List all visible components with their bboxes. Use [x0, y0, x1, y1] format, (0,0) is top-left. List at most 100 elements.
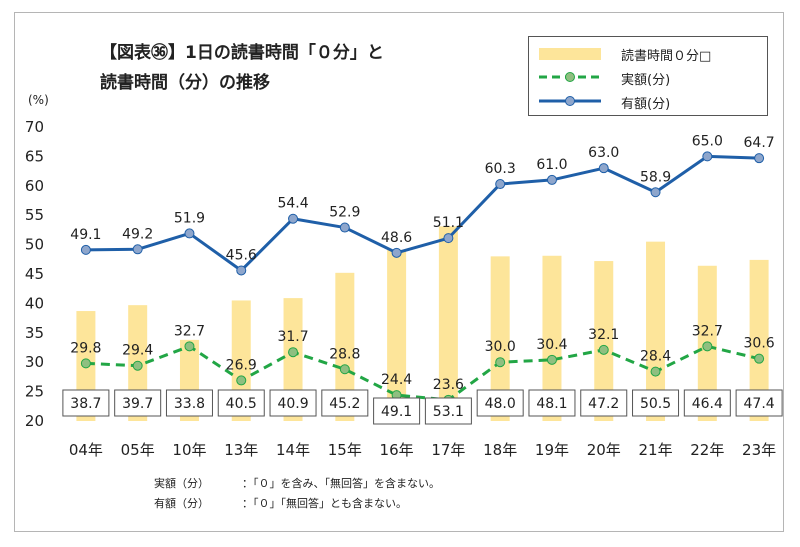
x-tick-label: 22年	[690, 441, 724, 459]
bar-value-label: 53.1	[433, 404, 464, 420]
legend: 読書時間０分□ 実額(分) 有額(分)	[528, 36, 768, 116]
jitsugaku-data-label: 24.4	[381, 372, 412, 388]
yugaku-point	[236, 265, 247, 276]
yugaku-data-label: 48.6	[381, 230, 412, 246]
y-tick-label: 20	[25, 412, 44, 430]
x-tick-label: 15年	[328, 441, 362, 459]
yugaku-data-label: 51.9	[174, 210, 205, 226]
bar	[387, 249, 407, 421]
y-tick-label: 70	[25, 118, 44, 136]
bar	[749, 259, 769, 421]
jitsugaku-point	[236, 375, 247, 386]
bar-value-box	[528, 389, 576, 417]
y-tick-label: 45	[25, 265, 44, 283]
footnote-jitsugaku: 実額（分） ：「０」を含み、「無回答」を含まない。	[154, 475, 440, 491]
x-tick-label: 05年	[121, 441, 155, 459]
legend-item-jitsugaku: 実額(分)	[529, 67, 767, 88]
legend-item-yugaku: 有額(分)	[529, 91, 767, 112]
bar-value-box	[735, 389, 783, 417]
y-tick-label: 55	[25, 206, 44, 224]
x-tick-label: 16年	[380, 441, 414, 459]
jitsugaku-data-label: 28.4	[640, 349, 671, 365]
bar-value-label: 46.4	[692, 396, 723, 412]
bar	[646, 241, 666, 421]
x-tick-label: 20年	[587, 441, 621, 459]
footnote-label: 実額（分）	[154, 477, 209, 490]
y-tick-label: 40	[25, 294, 44, 312]
x-tick-label: 23年	[742, 441, 776, 459]
jitsugaku-point	[80, 358, 91, 369]
yugaku-data-label: 60.3	[485, 161, 516, 177]
bar-value-label: 50.5	[640, 396, 671, 412]
yugaku-point	[132, 244, 143, 255]
yugaku-data-label: 49.1	[70, 227, 101, 243]
bar-value-box	[217, 389, 265, 417]
bar-value-label: 47.2	[588, 396, 619, 412]
yugaku-data-label: 61.0	[536, 157, 567, 173]
bar-value-label: 38.7	[70, 396, 101, 412]
chart-frame	[14, 12, 784, 532]
bar	[438, 226, 458, 421]
yugaku-series-line	[85, 154, 760, 272]
bar-value-box	[476, 389, 524, 417]
bar-value-label: 39.7	[122, 396, 153, 412]
x-tick-label: 13年	[224, 441, 258, 459]
yugaku-point	[650, 187, 661, 198]
yugaku-point	[754, 153, 765, 164]
y-tick-label: 60	[25, 177, 44, 195]
yugaku-data-label: 52.9	[329, 205, 360, 221]
bar-value-label: 49.1	[381, 404, 412, 420]
yugaku-point	[495, 179, 506, 190]
legend-dashed-line-swatch	[537, 67, 607, 87]
bar-value-box	[683, 389, 731, 417]
jitsugaku-point	[132, 360, 143, 371]
bar-value-label: 33.8	[174, 396, 205, 412]
jitsugaku-series-line	[85, 344, 760, 402]
bar-value-box	[373, 397, 421, 425]
bar-value-box	[632, 389, 680, 417]
jitsugaku-point	[339, 364, 350, 375]
jitsugaku-data-label: 28.8	[329, 346, 360, 362]
bar	[542, 255, 562, 421]
jitsugaku-point	[598, 344, 609, 355]
x-tick-label: 19年	[535, 441, 569, 459]
x-tick-label: 14年	[276, 441, 310, 459]
chart-title-line2: 読書時間（分）の推移	[100, 73, 270, 93]
bar-value-box	[321, 389, 369, 417]
jitsugaku-data-label: 32.1	[588, 327, 619, 343]
footnote-yugaku: 有額（分） ：「０」「無回答」とも含まない。	[154, 495, 407, 511]
jitsugaku-point	[754, 353, 765, 364]
yugaku-point	[391, 247, 402, 258]
x-tick-label: 04年	[69, 441, 103, 459]
jitsugaku-data-label: 31.7	[277, 329, 308, 345]
jitsugaku-point	[184, 341, 195, 352]
bar-value-box	[580, 389, 628, 417]
yugaku-point	[598, 163, 609, 174]
y-tick-label: 50	[25, 236, 44, 254]
bar-value-box	[114, 389, 162, 417]
legend-item-bar: 読書時間０分□	[529, 43, 767, 64]
x-tick-label: 17年	[431, 441, 465, 459]
jitsugaku-point	[288, 347, 299, 358]
y-tick-label: 65	[25, 147, 44, 165]
yugaku-point	[702, 151, 713, 162]
chart-title-line1: 【図表㊱】1日の読書時間「０分」と	[100, 43, 384, 63]
bar	[490, 256, 510, 421]
yugaku-data-label: 49.2	[122, 226, 153, 242]
jitsugaku-point	[495, 357, 506, 368]
y-tick-label: 25	[25, 383, 44, 401]
jitsugaku-point	[650, 366, 661, 377]
jitsugaku-data-label: 29.4	[122, 343, 153, 359]
bar-value-label: 40.5	[226, 396, 257, 412]
legend-label-bar: 読書時間０分□	[621, 49, 712, 64]
jitsugaku-data-label: 32.7	[174, 323, 205, 339]
x-tick-label: 21年	[638, 441, 672, 459]
footnote-text: ：「０」「無回答」とも含まない。	[242, 497, 407, 510]
yugaku-data-label: 65.0	[692, 133, 723, 149]
bar	[594, 261, 614, 421]
bar-value-label: 47.4	[744, 396, 775, 412]
footnote-text: ：「０」を含み、「無回答」を含まない。	[242, 477, 440, 490]
jitsugaku-data-label: 30.4	[536, 337, 567, 353]
legend-label-jitsugaku: 実額(分)	[621, 73, 671, 88]
